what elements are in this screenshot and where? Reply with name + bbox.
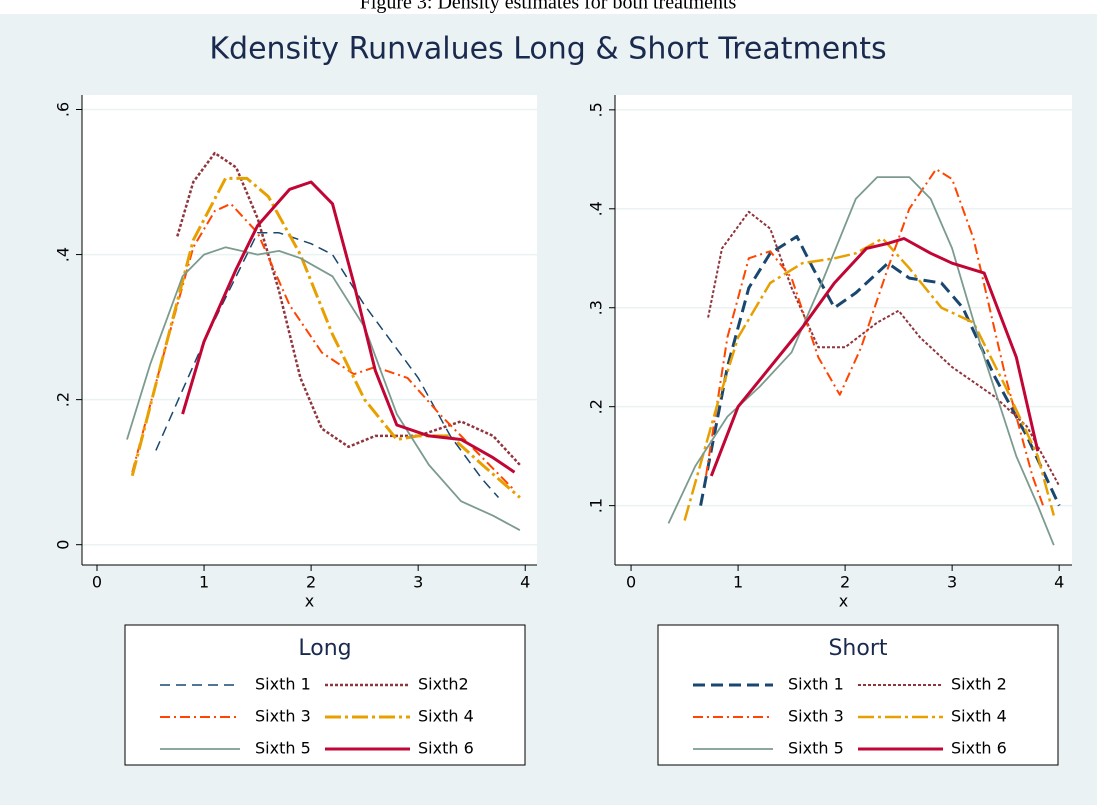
figure-caption: Figure 3: Density estimates for both tre… <box>360 0 737 14</box>
x-tick-label: 0 <box>92 573 102 592</box>
y-tick-label: .1 <box>587 498 606 513</box>
y-tick-label: .3 <box>587 300 606 315</box>
x-tick-label: 1 <box>733 573 743 592</box>
series-line <box>176 151 521 466</box>
legend-label: Sixth 1 <box>255 675 311 694</box>
series-line <box>126 246 521 531</box>
plot-area <box>82 95 537 565</box>
legend-label: Sixth 1 <box>788 675 844 694</box>
x-tick-label: 4 <box>520 573 530 592</box>
x-tick-label: 3 <box>413 573 423 592</box>
legend-box <box>657 624 1059 766</box>
x-tick-label: 2 <box>840 573 850 592</box>
legend-label: Sixth 5 <box>788 739 844 758</box>
series-line <box>707 210 1061 487</box>
y-tick-label: .4 <box>587 201 606 216</box>
legend-label: Sixth2 <box>418 675 469 694</box>
series-line <box>130 176 521 499</box>
legend-label: Sixth 5 <box>255 739 311 758</box>
legend-label: Sixth 2 <box>951 675 1007 694</box>
series-line <box>709 237 1040 477</box>
legend-label: Sixth 6 <box>951 739 1007 758</box>
legend-label: Sixth 6 <box>418 739 474 758</box>
series-line <box>155 232 500 498</box>
chart-title: Kdensity Runvalues Long & Short Treatmen… <box>209 32 886 67</box>
y-tick-label: .2 <box>587 399 606 414</box>
series-line <box>705 168 1045 506</box>
legend-label: Sixth 4 <box>951 707 1007 726</box>
series-line <box>131 202 516 492</box>
series-line <box>181 180 516 474</box>
series-line <box>699 235 1061 507</box>
x-tick-label: 2 <box>306 573 316 592</box>
x-tick-label: 3 <box>947 573 957 592</box>
y-tick-label: .2 <box>54 392 73 407</box>
legend-title: Short <box>828 636 887 661</box>
x-tick-label: 1 <box>199 573 209 592</box>
legend-label: Sixth 3 <box>788 707 844 726</box>
y-tick-label: 0 <box>54 540 73 550</box>
x-axis-label: x <box>305 592 314 611</box>
legend-label: Sixth 4 <box>418 707 474 726</box>
y-tick-label: .4 <box>54 247 73 262</box>
y-tick-label: .6 <box>54 102 73 117</box>
legend-title: Long <box>298 636 351 661</box>
legend-box <box>124 624 526 766</box>
x-tick-label: 4 <box>1054 573 1064 592</box>
plot-area <box>615 95 1072 565</box>
y-tick-label: .5 <box>587 102 606 117</box>
x-axis-label: x <box>839 592 848 611</box>
series-line <box>683 237 1056 521</box>
legend-label: Sixth 3 <box>255 707 311 726</box>
x-tick-label: 0 <box>626 573 636 592</box>
